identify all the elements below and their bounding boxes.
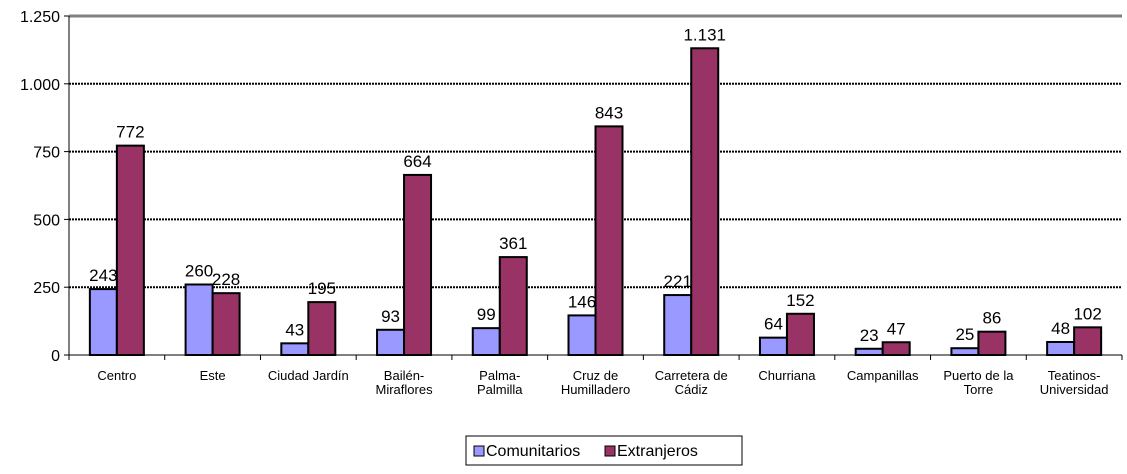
bar-extranjeros — [785, 312, 815, 356]
bar-comunitarios — [376, 328, 406, 357]
bar-comunitarios — [663, 294, 693, 356]
data-label-extranjeros: 361 — [499, 234, 527, 253]
legend: Comunitarios Extranjeros — [465, 435, 743, 466]
y-tick-label: 1.250 — [20, 9, 60, 26]
legend-swatch-extranjeros — [604, 445, 616, 457]
data-label-extranjeros: 152 — [786, 291, 814, 310]
y-tick-label: 0 — [51, 348, 60, 365]
data-label-extranjeros: 195 — [308, 279, 336, 298]
legend-box — [465, 435, 743, 466]
data-label-comunitarios: 243 — [89, 266, 117, 285]
data-label-extranjeros: 228 — [212, 270, 240, 289]
bars — [88, 47, 1103, 357]
legend-label-extranjeros: Extranjeros — [617, 443, 698, 460]
bar-comunitarios — [88, 288, 118, 356]
x-tick-label: Carretera de — [655, 368, 728, 383]
x-tick-label: Miraflores — [376, 382, 434, 397]
x-tick-label: Churriana — [758, 368, 816, 383]
legend-label-comunitarios: Comunitarios — [486, 443, 580, 460]
axes: 0 250 500 750 1.000 1.250 — [20, 9, 1123, 365]
data-label-extranjeros: 86 — [982, 309, 1001, 328]
bar-extranjeros — [307, 301, 337, 356]
x-tick-label: Teatinos- — [1048, 368, 1101, 383]
data-label-comunitarios: 146 — [568, 292, 596, 311]
bar-extranjeros — [115, 144, 145, 356]
legend-swatch-comunitarios — [473, 445, 485, 457]
data-label-comunitarios: 23 — [860, 326, 879, 345]
bar-extranjeros — [690, 47, 720, 357]
bar-comunitarios — [471, 327, 501, 357]
data-label-extranjeros: 102 — [1073, 304, 1101, 323]
x-tick-label: Centro — [97, 368, 136, 383]
data-label-comunitarios: 25 — [955, 325, 974, 344]
y-tick-label: 250 — [33, 280, 60, 297]
bar-extranjeros — [498, 256, 528, 356]
x-tick-label: Campanillas — [847, 368, 919, 383]
data-label-extranjeros: 664 — [403, 152, 431, 171]
x-tick-label: Cruz de — [573, 368, 619, 383]
data-label-extranjeros: 1.131 — [683, 25, 726, 44]
data-label-comunitarios: 99 — [477, 305, 496, 324]
bar-extranjeros — [977, 330, 1007, 356]
bar-comunitarios — [184, 283, 214, 357]
y-tick-label: 750 — [33, 145, 60, 162]
y-tick-label: 1.000 — [20, 77, 60, 94]
x-tick-label: Este — [200, 368, 226, 383]
y-tick-label: 500 — [33, 212, 60, 229]
bar-comunitarios — [280, 342, 310, 357]
x-tick-label: Puerto de la — [943, 368, 1014, 383]
bar-comunitarios — [950, 347, 980, 357]
data-label-extranjeros: 47 — [887, 319, 906, 338]
bar-extranjeros — [1073, 326, 1103, 356]
bar-extranjeros — [403, 173, 433, 356]
data-label-comunitarios: 93 — [381, 307, 400, 326]
x-tick-label: Palmilla — [477, 382, 523, 397]
data-label-extranjeros: 843 — [595, 103, 623, 122]
x-tick-labels: Centro Este Ciudad Jardín Bailén-Miraflores… — [97, 368, 1108, 397]
x-tick-label: Ciudad Jardín — [268, 368, 349, 383]
x-tick-label: Palma- — [479, 368, 520, 383]
bar-extranjeros — [594, 125, 624, 356]
x-tick-label: Cádiz — [675, 382, 708, 397]
bar-extranjeros — [211, 292, 241, 357]
x-tick-label: Bailén- — [384, 368, 424, 383]
data-label-comunitarios: 64 — [764, 315, 783, 334]
data-label-comunitarios: 48 — [1051, 319, 1070, 338]
data-label-comunitarios: 221 — [664, 272, 692, 291]
bar-comunitarios — [1046, 340, 1076, 356]
bar-comunitarios — [758, 336, 788, 356]
bar-extranjeros — [881, 341, 911, 357]
data-label-extranjeros: 772 — [116, 123, 144, 142]
data-label-comunitarios: 260 — [185, 261, 213, 280]
x-tick-label: Humilladero — [561, 382, 630, 397]
x-tick-label: Torre — [964, 382, 994, 397]
bar-comunitarios — [854, 347, 884, 356]
data-label-comunitarios: 43 — [285, 320, 304, 339]
x-tick-label: Universidad — [1040, 382, 1109, 397]
bar-comunitarios — [567, 314, 597, 356]
